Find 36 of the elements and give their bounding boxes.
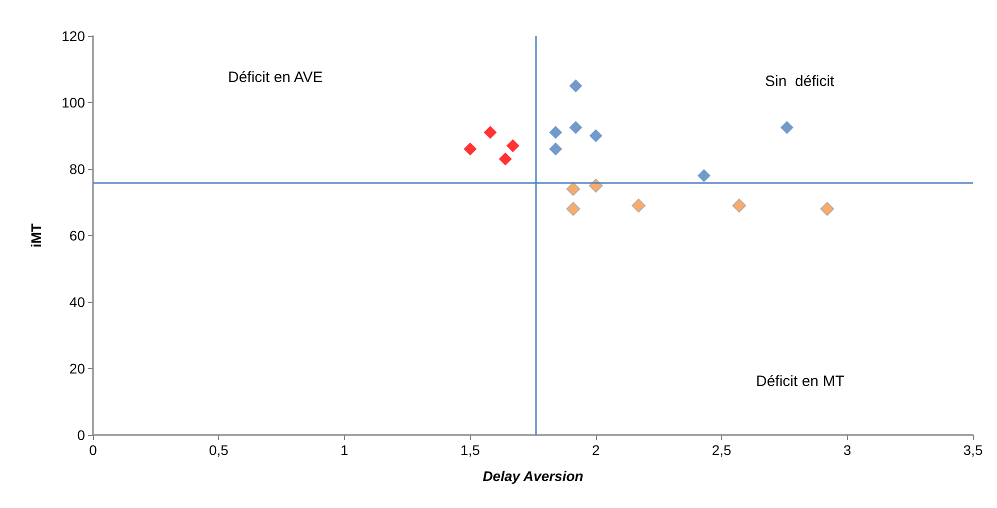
point — [732, 198, 746, 213]
point — [549, 126, 562, 139]
x-tick-label: 2,5 — [712, 442, 732, 458]
x-tick-label: 3 — [843, 442, 852, 458]
point — [566, 202, 580, 216]
x-tick-label: 3,5 — [963, 442, 983, 458]
point — [498, 152, 512, 166]
annotation: Sin déficit — [765, 73, 836, 90]
x-tick-label: 0,5 — [208, 442, 229, 458]
y-tick-label: 60 — [69, 228, 86, 244]
point — [589, 129, 602, 142]
y-tick-label: 40 — [69, 294, 86, 310]
x-tick-label: 1,5 — [460, 442, 480, 458]
y-tick-label: 100 — [62, 94, 86, 110]
point — [697, 169, 710, 182]
y-axis-title: iMT — [28, 223, 44, 248]
x-tick-label: 0 — [89, 442, 98, 458]
annotation: Déficit en AVE — [228, 69, 323, 86]
annotation: Déficit en MT — [756, 373, 844, 390]
x-axis-title: Delay Aversion — [482, 468, 584, 484]
y-tick-label: 0 — [77, 427, 86, 443]
point — [464, 142, 477, 156]
point — [632, 198, 646, 213]
point — [566, 182, 580, 196]
point — [569, 79, 582, 92]
point — [549, 142, 562, 156]
point — [484, 126, 497, 139]
point — [569, 120, 582, 134]
x-tick-label: 1 — [340, 442, 349, 458]
point — [780, 120, 794, 134]
y-tick-label: 120 — [62, 28, 86, 44]
y-tick-label: 20 — [69, 360, 86, 376]
point — [506, 139, 520, 152]
x-tick-label: 2 — [592, 442, 600, 458]
y-tick-label: 80 — [69, 161, 86, 177]
point — [820, 202, 834, 216]
